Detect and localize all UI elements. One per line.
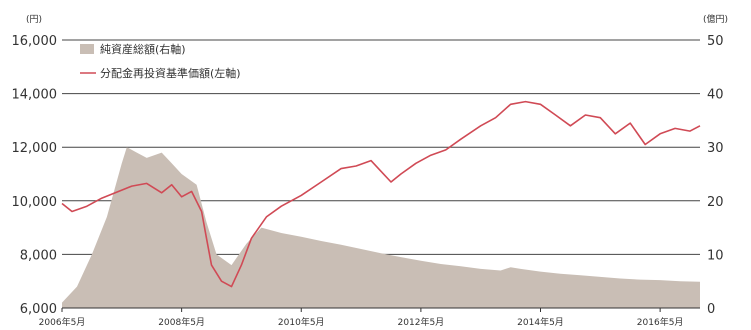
x-tick-label: 2008年5月 [158, 316, 205, 328]
area-layer [62, 147, 700, 308]
axis-layer: 16,000 14,000 12,000 10,000 8,000 6,000 50 40 30… [12, 34, 724, 328]
line-layer [61, 100, 701, 288]
y-right-tick-label: 50 [707, 34, 724, 49]
y-right-tick-label: 30 [707, 141, 724, 156]
x-tick-label: 2012年5月 [398, 316, 445, 328]
legend-swatch-area [80, 44, 94, 54]
y-left-tick-label: 16,000 [12, 34, 58, 49]
nav-line [61, 100, 701, 288]
y-right-tick-label: 20 [707, 195, 724, 210]
y-left-tick-label: 6,000 [20, 302, 57, 317]
y-left-tick-label: 12,000 [12, 141, 58, 156]
y-right-tick-label: 10 [707, 248, 724, 263]
x-tick-label: 2016年5月 [637, 316, 684, 328]
y-left-tick-label: 8,000 [20, 248, 57, 263]
right-axis-unit: (億円) [703, 13, 728, 25]
left-axis-unit: (円) [26, 14, 42, 25]
y-right-tick-label: 0 [707, 302, 715, 317]
y-right-tick-label: 40 [707, 88, 724, 103]
legend-label-line: 分配金再投資基準価額(左軸) [100, 66, 241, 80]
legend-label-area: 純資産総額(右軸) [100, 42, 186, 56]
y-left-tick-label: 10,000 [12, 195, 58, 210]
x-tick-label: 2010年5月 [278, 316, 325, 328]
y-left-tick-label: 14,000 [12, 88, 58, 103]
x-tick-label: 2006年5月 [39, 316, 86, 328]
legend: 純資産総額(右軸) 分配金再投資基準価額(左軸) [80, 42, 241, 80]
net-assets-area [62, 147, 700, 308]
x-tick-label: 2014年5月 [517, 316, 564, 328]
